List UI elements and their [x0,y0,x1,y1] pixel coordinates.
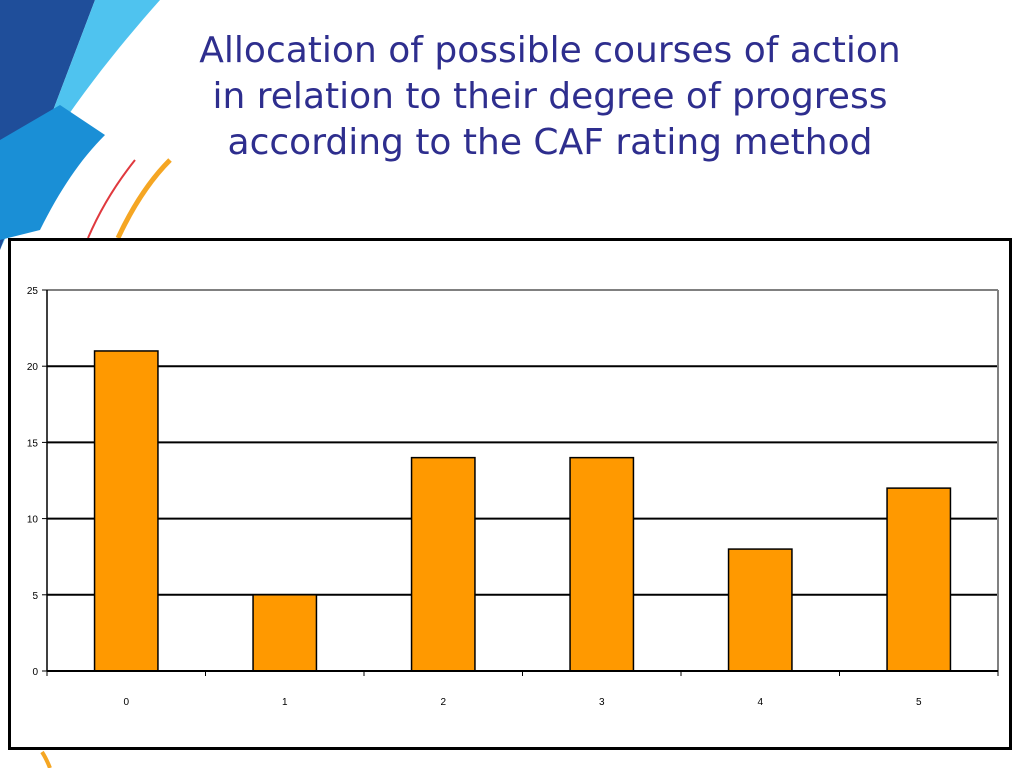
x-tick-label: 1 [282,697,288,708]
chart-frame [8,238,1012,750]
x-tick-label: 5 [916,697,922,708]
slide-title: Allocation of possible courses of action… [150,28,950,166]
y-tick-label: 5 [32,591,38,602]
x-tick-label: 0 [123,697,129,708]
bar-2 [410,456,476,672]
x-tick-label: 2 [440,697,446,708]
bar-3 [569,456,635,672]
swoosh-mid-blue [0,105,105,240]
y-tick-label: 15 [27,438,39,449]
title-line-1: Allocation of possible courses of action [199,30,901,71]
bar-1 [252,594,318,672]
x-tick-label: 4 [757,697,763,708]
axes: 0 5 10 15 20 25 0 1 2 3 4 5 [27,286,999,708]
y-tick-label: 10 [27,515,39,526]
gridlines [47,289,999,671]
swoosh-red-line [87,159,136,239]
bar-5 [886,487,952,672]
title-line-2: in relation to their degree of progress [212,76,888,117]
swoosh-orange-bottom [40,750,52,768]
y-tick-label: 0 [32,667,38,678]
y-tick-label: 25 [27,286,39,297]
bar-0 [93,350,159,672]
y-tick-label: 20 [27,362,39,373]
x-tick-label: 3 [599,697,605,708]
bars [93,350,952,672]
title-line-3: according to the CAF rating method [227,122,873,163]
swoosh-orange-line [115,158,172,240]
bar-4 [727,548,793,672]
swoosh-light-blue [0,0,160,250]
